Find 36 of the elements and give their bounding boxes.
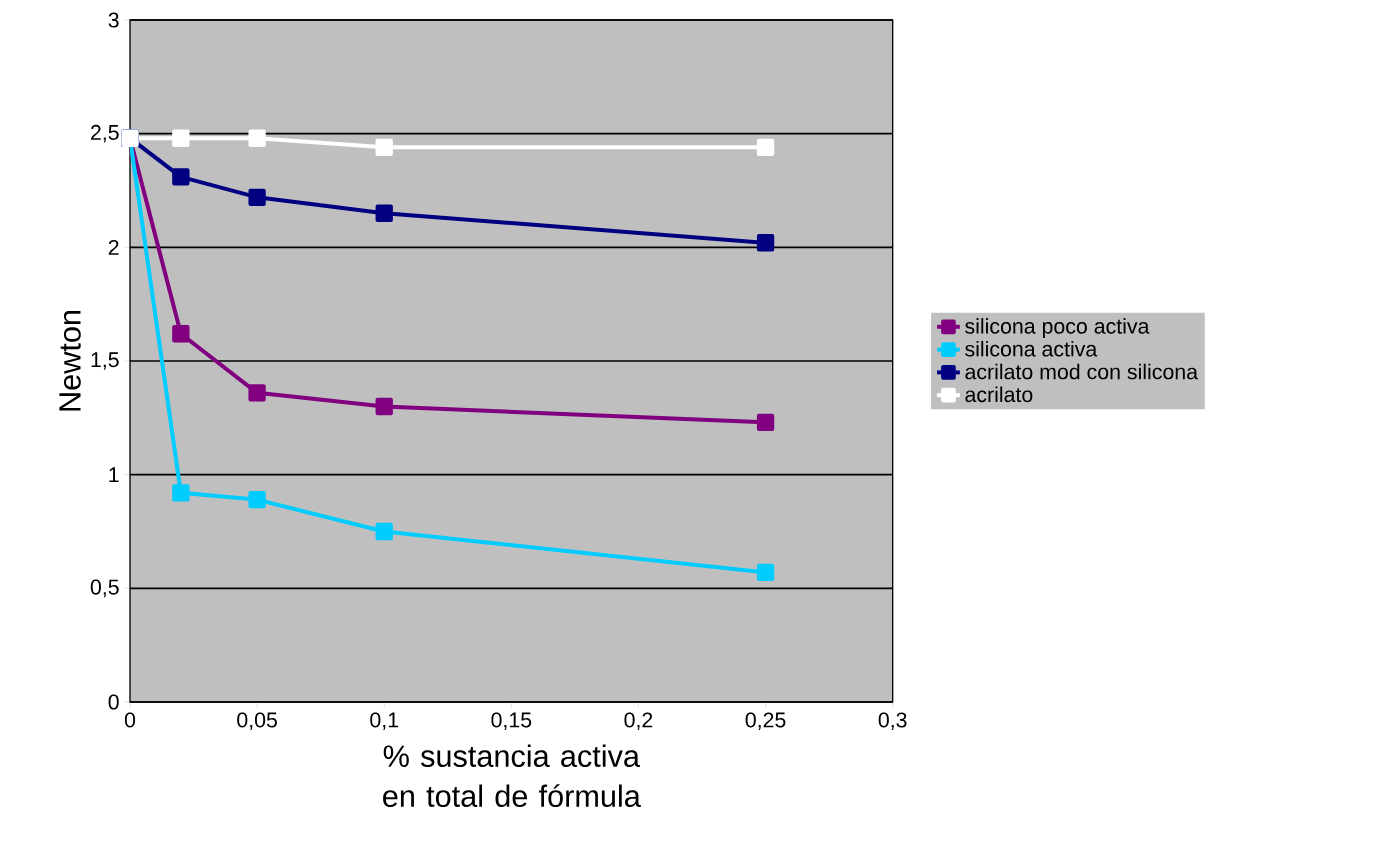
point [375,397,393,416]
point [248,491,266,509]
point [375,204,393,222]
legend-label: acrilato [965,386,1033,403]
y-axis-title: Newton [59,311,81,411]
point [172,129,190,147]
legend-label: silicona activa [965,340,1098,357]
point [375,138,393,156]
point [248,384,266,402]
x-tick-label: 0 [124,712,136,728]
y-tick-label: 3 [108,12,119,28]
point [248,188,266,206]
y-tick-label: 2 [108,239,119,255]
x-tick-label: 0,3 [878,712,907,731]
x-tick-label: 0,05 [237,712,277,731]
x-tick-label: 0,1 [370,712,398,731]
x-tick-label: 0,15 [491,712,532,731]
point [172,484,190,502]
y-tick-label: 1,5 [91,352,119,370]
y-tick-label: 1 [109,467,119,483]
point [756,413,775,432]
point [756,563,775,582]
legend-label: silicona poco activa [965,318,1150,338]
point [172,168,190,186]
point [756,138,775,156]
x-axis-title: % sustancia activa en total de fórmula [383,744,641,808]
legend-label: acrilato mod con silicona [965,363,1199,380]
y-tick-label: 0,5 [90,579,119,598]
point [172,325,190,343]
y-tick-label: 2,5 [91,124,119,143]
point [756,234,775,252]
x-tick-label: 0,25 [745,712,786,731]
point [375,522,393,541]
point [248,129,266,147]
x-tick-label: 0,2 [624,712,653,731]
y-tick-label: 0 [108,694,119,710]
